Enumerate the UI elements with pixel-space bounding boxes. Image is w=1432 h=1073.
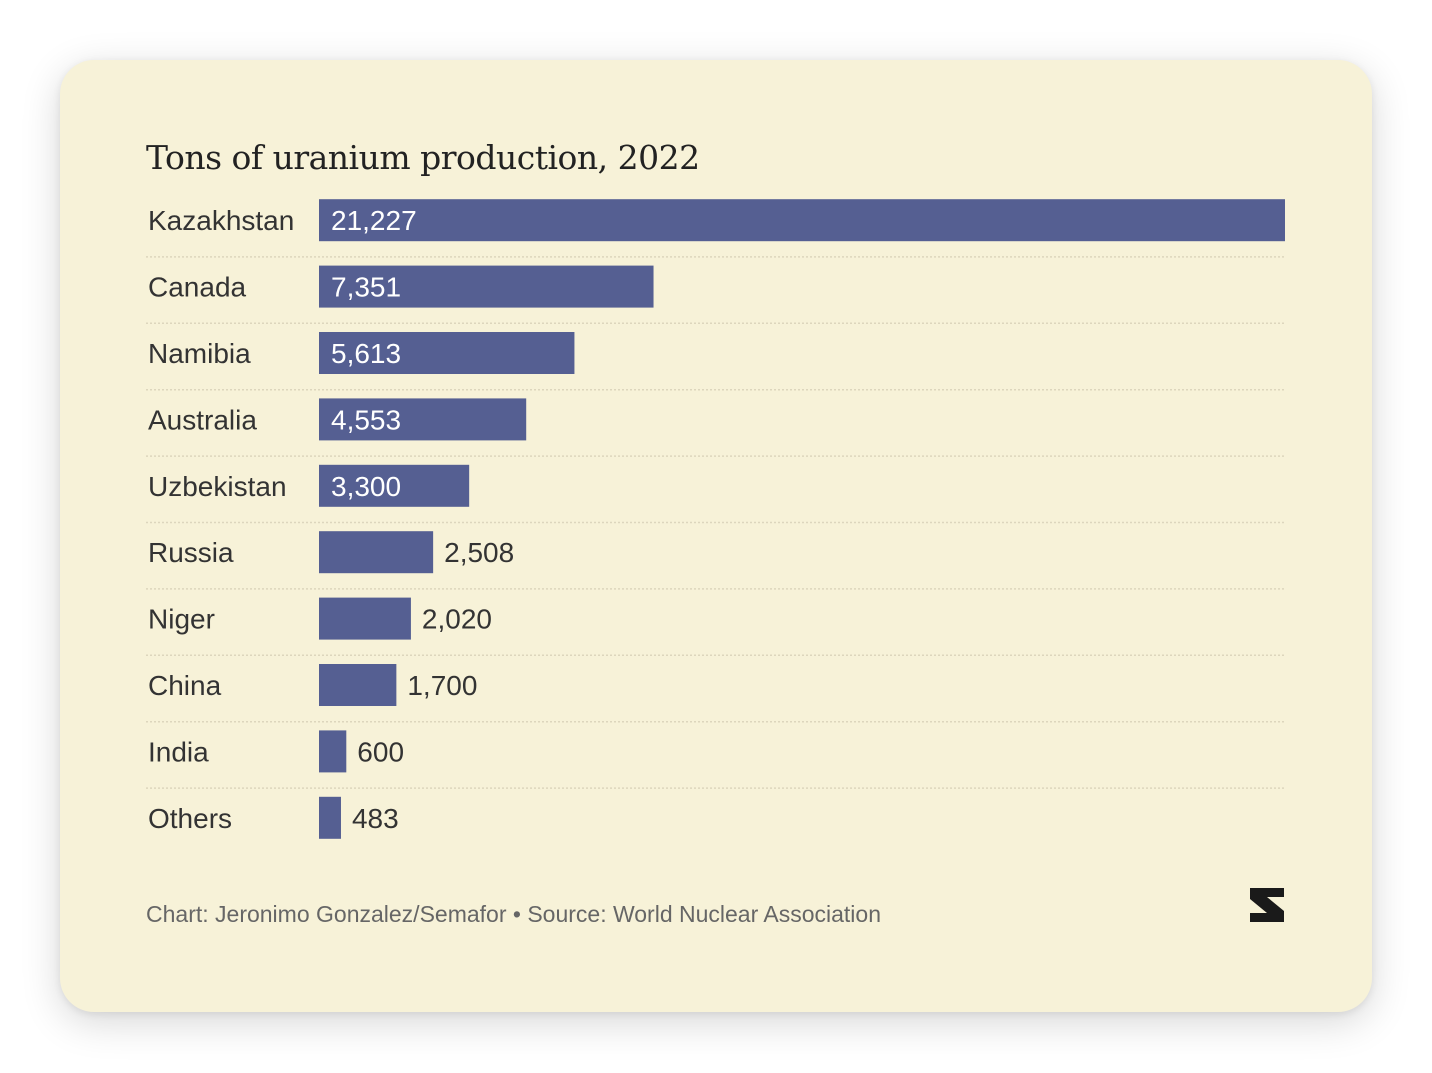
value-label: 600 [357,736,404,767]
bar [319,398,527,441]
semafor-logo-icon [1250,888,1284,922]
chart-title: Tons of uranium production, 2022 [146,138,700,177]
category-label: India [148,736,209,767]
bar [319,730,347,773]
category-label: Namibia [148,338,251,369]
bar [319,464,470,507]
category-label: Niger [148,604,215,635]
value-label: 2,020 [422,604,492,635]
value-label: 3,300 [331,471,401,502]
value-label: 2,508 [444,537,514,568]
bar [319,531,434,574]
bar-chart: Kazakhstan 21,227 Canada 7,351 Namibia 5,613 A… [146,199,1285,839]
chart-credit: Chart: Jeronimo Gonzalez/Semafor • Sourc… [146,901,882,927]
category-label: Uzbekistan [148,471,287,502]
bar [319,199,1285,242]
value-label: 5,613 [331,338,401,369]
category-label: Russia [148,537,234,568]
value-label: 7,351 [331,272,401,303]
bar [319,796,341,839]
bar [319,265,654,308]
chart-card: Tons of uranium production, 2022 Kazakhs… [60,60,1372,1012]
category-label: Others [148,803,232,834]
bar [319,332,575,374]
value-label: 1,700 [407,670,477,701]
value-label: 483 [352,803,399,834]
value-label: 21,227 [331,205,417,236]
value-label: 4,553 [331,404,401,435]
category-label: Canada [148,272,247,303]
bar [319,597,411,640]
bar [319,664,397,706]
category-label: China [148,670,222,701]
category-label: Kazakhstan [148,205,294,236]
category-label: Australia [148,404,257,435]
